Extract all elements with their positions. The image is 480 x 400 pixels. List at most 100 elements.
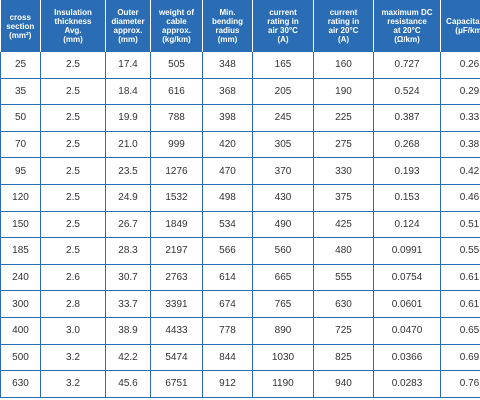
table-cell: 225 [313, 104, 374, 132]
table-cell: 348 [202, 52, 253, 79]
table-cell: 1532 [150, 184, 203, 212]
table-cell: 2.5 [40, 78, 106, 106]
column-header: weight of cable approx. (kg/km) [150, 0, 203, 52]
table-cell: 50 [0, 104, 41, 132]
table-cell: 0.61 [440, 290, 480, 318]
table-cell: 765 [252, 290, 314, 318]
column-header: maximum DC resistance at 20°C (Ω/km) [373, 0, 441, 52]
column-header-line: rating in [327, 17, 360, 26]
table-cell: 18.4 [105, 78, 151, 106]
column-header-line: weight of [158, 8, 195, 17]
table-cell: 3.2 [40, 344, 106, 372]
column-header-line: Min. [219, 8, 236, 17]
column-header-line: at 20°C [393, 26, 421, 35]
table-cell: 30.7 [105, 264, 151, 292]
table-cell: 505 [150, 52, 203, 79]
table-cell: 375 [313, 184, 374, 212]
column-header: cross section (mm²) [0, 0, 41, 52]
table-cell: 2763 [150, 264, 203, 292]
column-header: Outer diameter approx. (mm) [105, 0, 151, 52]
column-header-line: cable [166, 17, 187, 26]
table-cell: 999 [150, 131, 203, 159]
table-cell: 0.268 [373, 131, 441, 159]
table-cell: 560 [252, 237, 314, 265]
table-cell: 398 [202, 104, 253, 132]
table-cell: 0.61 [440, 264, 480, 292]
table-cell: 368 [202, 78, 253, 106]
table-cell: 825 [313, 344, 374, 372]
table-cell: 778 [202, 317, 253, 345]
table-cell: 3.0 [40, 317, 106, 345]
column-header-line: (mm) [217, 35, 238, 44]
table-cell: 3391 [150, 290, 203, 318]
table-cell: 0.46 [440, 184, 480, 212]
table-cell: 0.153 [373, 184, 441, 212]
table-cell: 17.4 [105, 52, 151, 79]
table-cell: 725 [313, 317, 374, 345]
table-cell: 24.9 [105, 184, 151, 212]
table-cell: 70 [0, 131, 41, 159]
table-cell: 500 [0, 344, 41, 372]
table-cell: 26.7 [105, 211, 151, 239]
table-cell: 614 [202, 264, 253, 292]
table-cell: 21.0 [105, 131, 151, 159]
column-header-line: Avg. [64, 26, 82, 35]
table-cell: 3.2 [40, 370, 106, 398]
table-cell: 190 [313, 78, 374, 106]
table-row: 150 2.5 26.7 1849 534 490 425 0.124 0.51 [0, 211, 480, 239]
column-header-line: maximum DC [381, 8, 433, 17]
table-cell: 150 [0, 211, 41, 239]
table-cell: 300 [0, 290, 41, 318]
table-row: 70 2.5 21.0 999 420 305 275 0.268 0.38 [0, 131, 480, 159]
table-cell: 2.5 [40, 157, 106, 185]
table-cell: 630 [313, 290, 374, 318]
table-cell: 5474 [150, 344, 203, 372]
table-cell: 430 [252, 184, 314, 212]
table-cell: 0.727 [373, 52, 441, 79]
column-header-line: rating in [267, 17, 299, 26]
table-cell: 0.76 [440, 370, 480, 398]
table-cell: 425 [313, 211, 374, 239]
column-header-line: Insulation [54, 8, 92, 17]
column-header-line: (mm²) [9, 30, 32, 40]
table-row: 240 2.6 30.7 2763 614 665 555 0.0754 0.61 [0, 264, 480, 292]
table-cell: 6751 [150, 370, 203, 398]
table-cell: 245 [252, 104, 314, 132]
table-cell: 912 [202, 370, 253, 398]
column-header-line: air 30°C [268, 26, 298, 35]
table-cell: 2.5 [40, 211, 106, 239]
table-cell: 0.55 [440, 237, 480, 265]
column-header-line: (A) [337, 35, 350, 44]
table-cell: 2.5 [40, 184, 106, 212]
column-header-line: Outer [117, 8, 139, 17]
column-header-line: approx. [113, 26, 143, 35]
table-cell: 555 [313, 264, 374, 292]
column-header-line: resistance [387, 17, 427, 26]
table-cell: 42.2 [105, 344, 151, 372]
column-header-line: bending [211, 17, 244, 26]
table-cell: 0.42 [440, 157, 480, 185]
column-header-line: (mm) [63, 35, 83, 44]
table-cell: 0.26 [440, 52, 480, 79]
table-cell: 1276 [150, 157, 203, 185]
table-cell: 0.0283 [373, 370, 441, 398]
column-header-line: radius [215, 26, 240, 35]
table-row: 25 2.5 17.4 505 348 165 160 0.727 0.26 [0, 52, 480, 79]
table-cell: 0.38 [440, 131, 480, 159]
table-row: 300 2.8 33.7 3391 674 765 630 0.0601 0.61 [0, 290, 480, 318]
column-header-line: current [329, 8, 358, 17]
table-cell: 0.0601 [373, 290, 441, 318]
table-cell: 35 [0, 78, 41, 106]
column-header: Insulation thickness Avg. (mm) [40, 0, 106, 52]
table-cell: 674 [202, 290, 253, 318]
table-cell: 0.0754 [373, 264, 441, 292]
table-cell: 788 [150, 104, 203, 132]
table-cell: 0.0470 [373, 317, 441, 345]
table-cell: 120 [0, 184, 41, 212]
table-cell: 616 [150, 78, 203, 106]
table-row: 95 2.5 23.5 1276 470 370 330 0.193 0.42 [0, 157, 480, 185]
table-cell: 940 [313, 370, 374, 398]
table-cell: 330 [313, 157, 374, 185]
table-row: 50 2.5 19.9 788 398 245 225 0.387 0.33 [0, 104, 480, 132]
table-cell: 165 [252, 52, 314, 79]
